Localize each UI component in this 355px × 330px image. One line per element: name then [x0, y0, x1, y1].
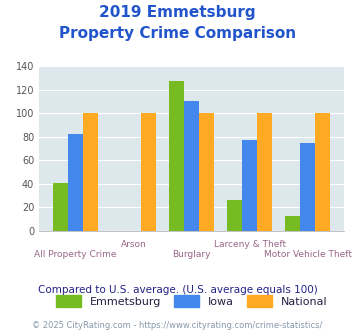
Bar — [169, 81, 184, 231]
Text: 2019 Emmetsburg: 2019 Emmetsburg — [99, 5, 256, 20]
Bar — [227, 200, 242, 231]
Bar — [199, 113, 214, 231]
Text: Arson: Arson — [121, 240, 147, 249]
Text: Larceny & Theft: Larceny & Theft — [214, 240, 286, 249]
Bar — [83, 113, 98, 231]
Bar — [257, 113, 272, 231]
Text: Compared to U.S. average. (U.S. average equals 100): Compared to U.S. average. (U.S. average … — [38, 285, 317, 295]
Text: Property Crime Comparison: Property Crime Comparison — [59, 26, 296, 41]
Bar — [300, 143, 315, 231]
Text: All Property Crime: All Property Crime — [34, 250, 117, 259]
Bar — [68, 134, 83, 231]
Bar — [141, 113, 156, 231]
Bar — [285, 216, 300, 231]
Bar — [184, 101, 199, 231]
Bar — [53, 183, 68, 231]
Legend: Emmetsburg, Iowa, National: Emmetsburg, Iowa, National — [52, 291, 332, 311]
Bar — [315, 113, 331, 231]
Text: Motor Vehicle Theft: Motor Vehicle Theft — [264, 250, 352, 259]
Text: Burglary: Burglary — [173, 250, 211, 259]
Text: © 2025 CityRating.com - https://www.cityrating.com/crime-statistics/: © 2025 CityRating.com - https://www.city… — [32, 321, 323, 330]
Bar — [242, 140, 257, 231]
